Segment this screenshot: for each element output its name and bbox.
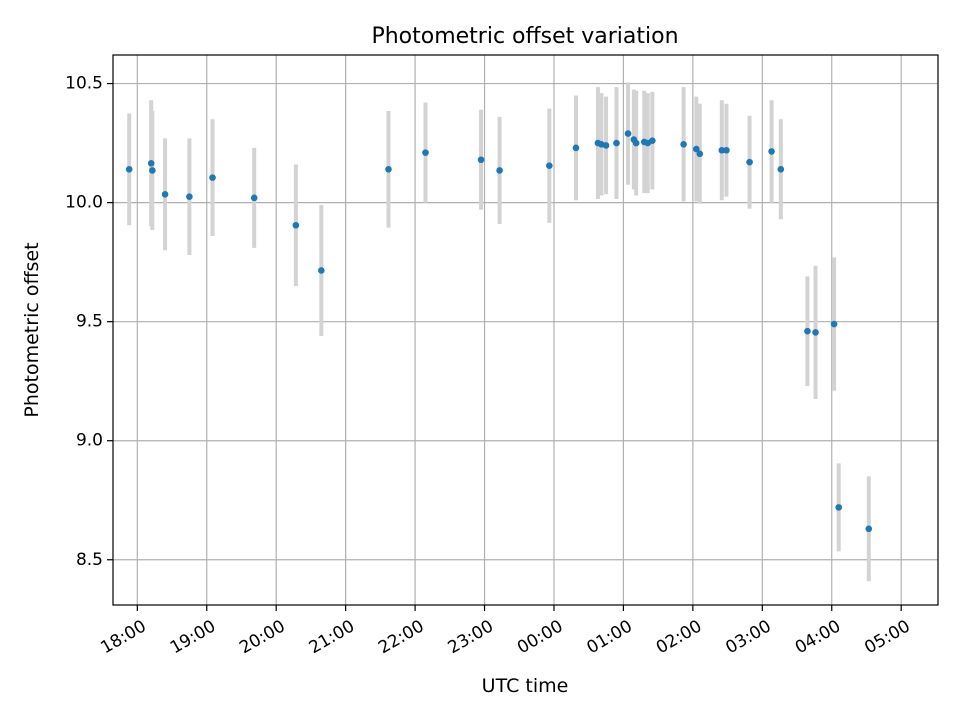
plot-frame bbox=[112, 54, 939, 606]
grid bbox=[113, 55, 938, 605]
y-axis-label: Photometric offset bbox=[21, 242, 43, 417]
data-point bbox=[768, 148, 775, 155]
data-point bbox=[696, 150, 704, 158]
data-point bbox=[149, 167, 156, 174]
data-point bbox=[422, 149, 429, 156]
data-point bbox=[693, 145, 700, 153]
data-point bbox=[161, 190, 169, 198]
data-point bbox=[496, 167, 503, 174]
data-point bbox=[602, 142, 610, 149]
data-point bbox=[147, 160, 155, 167]
data-point bbox=[624, 130, 632, 137]
y-tick-label: 8.5 bbox=[76, 550, 103, 570]
data-point bbox=[865, 525, 873, 533]
data-point bbox=[680, 140, 687, 148]
data-point bbox=[250, 194, 258, 202]
y-tick-label: 10.0 bbox=[65, 193, 103, 213]
data-point bbox=[632, 139, 640, 147]
data-point bbox=[804, 327, 811, 335]
y-tick-label: 10.5 bbox=[65, 74, 103, 94]
data-point bbox=[292, 221, 300, 229]
data-point bbox=[125, 165, 133, 173]
data-point bbox=[613, 139, 620, 147]
data-point bbox=[572, 144, 580, 152]
data-point bbox=[318, 267, 325, 274]
data-point bbox=[186, 193, 193, 200]
data-points bbox=[125, 130, 873, 533]
data-point bbox=[777, 165, 785, 173]
chart-title: Photometric offset variation bbox=[371, 24, 678, 49]
data-point bbox=[649, 137, 656, 145]
data-point bbox=[477, 156, 485, 164]
data-point bbox=[209, 174, 216, 181]
data-point bbox=[718, 146, 726, 154]
y-tick-label: 9.0 bbox=[76, 431, 103, 451]
data-point bbox=[746, 158, 753, 166]
data-point bbox=[835, 504, 842, 511]
data-point bbox=[830, 320, 838, 328]
data-point bbox=[723, 146, 730, 154]
y-axis-ticks: 8.5 9.0 9.5 10.0 10.5 bbox=[65, 74, 113, 570]
data-point bbox=[546, 162, 553, 170]
y-tick-label: 9.5 bbox=[76, 312, 103, 332]
data-point bbox=[812, 329, 819, 336]
data-point bbox=[385, 165, 392, 173]
x-axis-label: UTC time bbox=[482, 675, 569, 697]
